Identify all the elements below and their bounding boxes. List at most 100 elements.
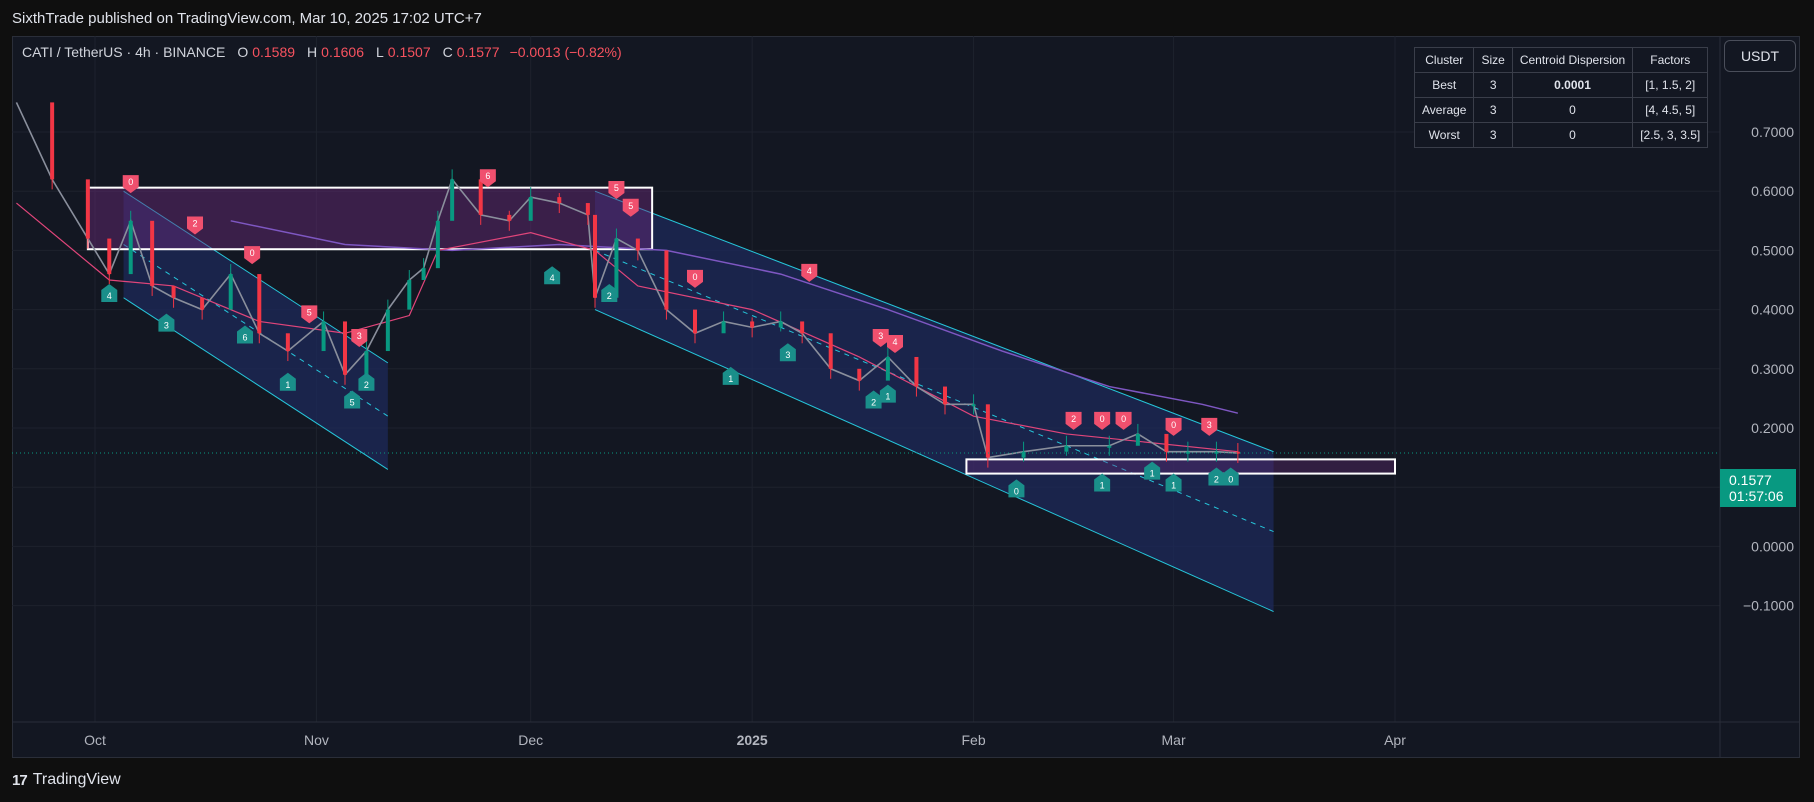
bearish-signal-shape	[244, 246, 261, 265]
bullish-signal-marker: 1	[1094, 473, 1111, 492]
bearish-signal-marker: 0	[687, 269, 703, 288]
bullish-signal-label: 0	[1014, 486, 1019, 496]
bullish-signal-shape	[1208, 467, 1225, 486]
bullish-signal-shape	[779, 343, 796, 362]
candle-body	[507, 214, 512, 221]
candle-body	[435, 220, 440, 269]
bearish-signal-shape	[1115, 411, 1132, 430]
publisher-header: SixthTrade published on TradingView.com,…	[0, 0, 1814, 36]
bullish-signal-shape	[601, 284, 618, 302]
bullish-signal-shape	[722, 366, 739, 385]
candle-body	[914, 356, 919, 387]
table-cell: Average	[1413, 97, 1475, 123]
bearish-signal-label: 4	[892, 337, 897, 347]
tradingview-brand: TradingView	[32, 771, 121, 788]
bullish-signal-label: 1	[1171, 480, 1176, 490]
candle-body	[1021, 451, 1026, 458]
table-header-row: Cluster Size Centroid Dispersion Factors	[1413, 47, 1709, 73]
candle-body	[593, 214, 597, 298]
bullish-signal-shape	[1144, 461, 1161, 480]
candle-body	[971, 404, 976, 407]
tradingview-footer[interactable]: 17 TradingView	[12, 768, 121, 792]
candle-body	[150, 220, 155, 286]
candle-body	[171, 285, 176, 298]
bearish-signal-label: 4	[807, 266, 812, 276]
bearish-signal-label: 3	[357, 331, 362, 341]
bearish-signal-marker: 4	[801, 263, 818, 282]
x-tick-label: Feb	[962, 732, 986, 748]
bearish-signal-shape	[801, 263, 818, 282]
table-header-cell: Size	[1473, 47, 1513, 73]
bearish-signal-label: 6	[485, 171, 490, 181]
candle-body	[557, 197, 562, 204]
candle-body	[585, 203, 590, 215]
y-tick-label: 0.2000	[1751, 420, 1794, 436]
candle-body	[985, 404, 990, 458]
table-header-cell: Factors	[1632, 47, 1709, 73]
candle-body	[1135, 433, 1140, 446]
candle-body	[50, 102, 55, 180]
x-tick-label: Apr	[1384, 732, 1406, 748]
candle-body	[614, 238, 619, 298]
channel-fill	[123, 191, 388, 470]
bullish-signal-label: 3	[164, 321, 169, 331]
candle-body	[200, 297, 205, 310]
bearish-signal-label: 5	[307, 307, 312, 317]
bearish-signal-marker: 6	[479, 169, 496, 188]
candle-body	[1235, 451, 1240, 454]
bullish-signal-label: 2	[871, 398, 876, 408]
bullish-signal-marker: 6	[237, 325, 253, 344]
table-cell: 0	[1511, 122, 1634, 148]
bullish-signal-label: 1	[285, 380, 290, 390]
candle-body	[478, 179, 483, 215]
y-tick-label: 0.4000	[1751, 302, 1794, 318]
candle-body	[1064, 445, 1069, 452]
bearish-signal-marker: 3	[1201, 417, 1218, 436]
bullish-signal-label: 1	[728, 374, 733, 384]
table-cell: Best	[1413, 72, 1475, 98]
supply-zone-box	[86, 186, 654, 251]
bearish-signal-shape	[122, 175, 139, 194]
candle-body	[128, 220, 133, 275]
candle-body	[885, 356, 890, 381]
bullish-signal-shape	[1094, 473, 1111, 492]
candle-body	[321, 321, 326, 352]
bullish-signal-marker: 2	[358, 372, 375, 391]
table-cell: 3	[1473, 97, 1513, 123]
bullish-signal-marker: 5	[344, 390, 361, 409]
bearish-signal-marker: 2	[1065, 411, 1082, 430]
candle-body	[285, 333, 290, 352]
bearish-signal-shape	[1065, 411, 1082, 430]
bearish-signal-shape	[887, 334, 903, 353]
candle-body	[343, 321, 347, 375]
close-label: C	[442, 44, 453, 60]
candle-body	[528, 197, 533, 221]
bearish-signal-shape	[1094, 411, 1111, 430]
currency-button[interactable]: USDT	[1724, 40, 1796, 72]
bearish-signal-marker: 0	[1165, 417, 1182, 436]
candle-body	[943, 386, 947, 405]
bullish-signal-shape	[1222, 467, 1239, 486]
bearish-signal-label: 2	[192, 219, 197, 229]
candle-body	[778, 321, 783, 328]
table-cell: 0.0001	[1511, 72, 1634, 98]
table-cell: [1, 1.5, 2]	[1632, 72, 1709, 98]
bullish-signal-shape	[1008, 479, 1025, 498]
bearish-signal-shape	[301, 305, 318, 324]
bullish-signal-marker: 4	[544, 266, 561, 285]
bullish-signal-shape	[279, 372, 296, 391]
table-cell: 3	[1473, 122, 1513, 148]
x-tick-label: Mar	[1162, 732, 1186, 748]
bullish-signal-label: 1	[1150, 469, 1155, 479]
bearish-signal-label: 5	[628, 201, 633, 211]
open-label: O	[237, 44, 249, 60]
bullish-signal-label: 6	[242, 332, 247, 342]
bearish-signal-marker: 3	[351, 329, 368, 348]
bearish-signal-shape	[687, 269, 703, 288]
bullish-signal-label: 2	[607, 291, 612, 301]
bullish-signal-marker: 2	[1208, 467, 1225, 486]
candle-body	[450, 179, 455, 221]
bearish-signal-shape	[1165, 417, 1182, 436]
bearish-signal-label: 0	[1100, 414, 1105, 424]
y-tick-label: 0.7000	[1751, 124, 1794, 140]
